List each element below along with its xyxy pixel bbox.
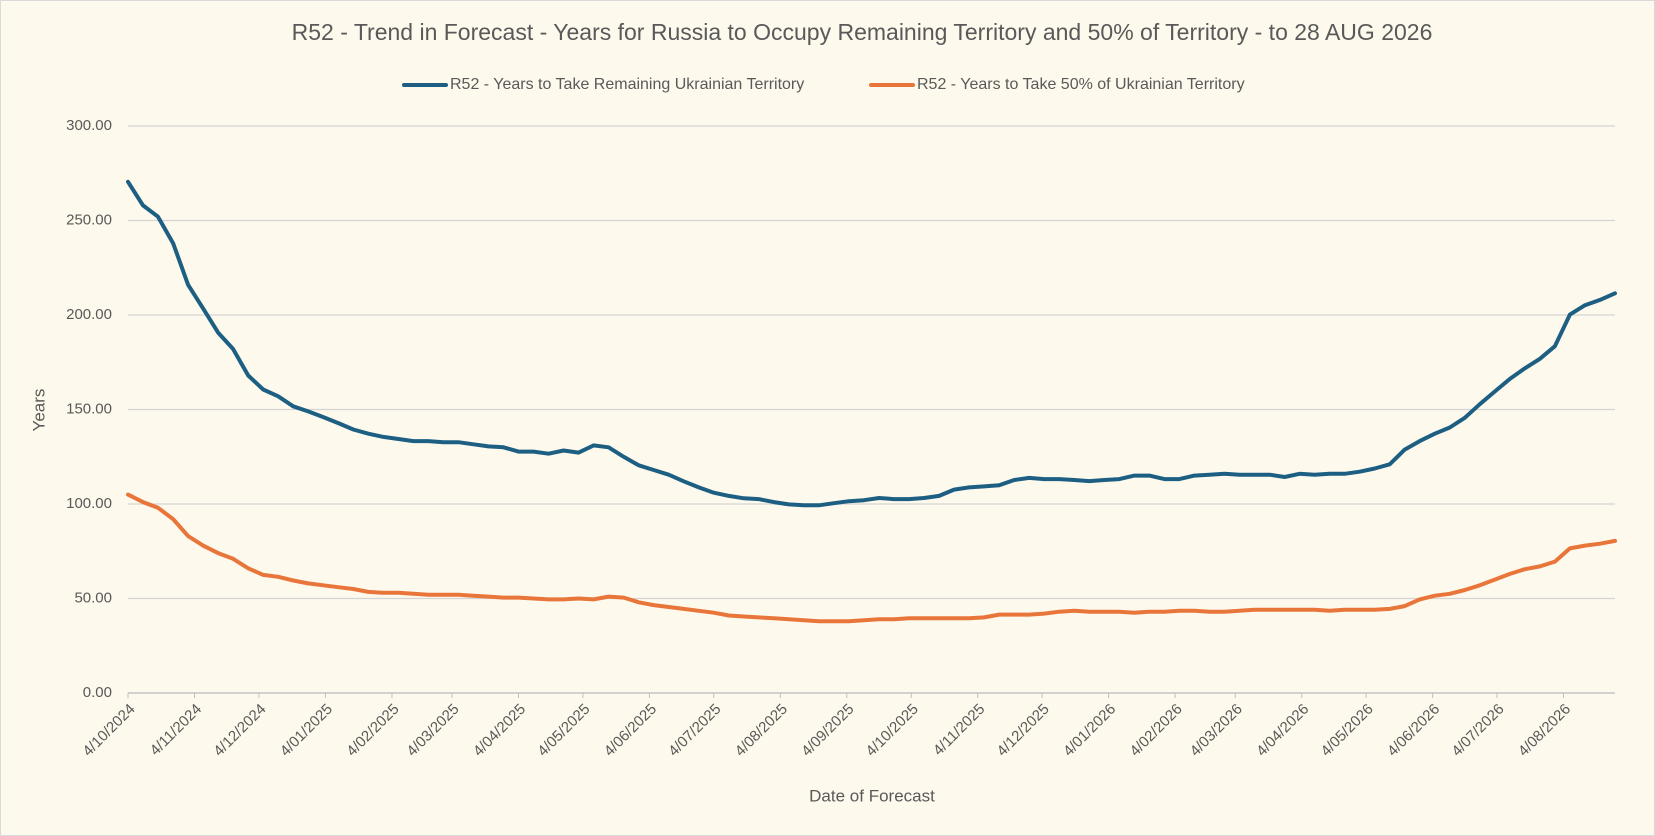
series-line: [126, 492, 1617, 624]
y-tick-label: 200.00: [66, 306, 112, 323]
legend-label: R52 - Years to Take Remaining Ukrainian …: [450, 76, 804, 93]
y-tick-label: 100.00: [66, 495, 112, 512]
y-tick-label: 150.00: [66, 400, 112, 417]
series-line: [126, 179, 1617, 508]
y-axis-title: Years: [29, 389, 48, 432]
chart-title: R52 - Trend in Forecast - Years for Russ…: [292, 19, 1433, 45]
y-tick-label: 300.00: [66, 117, 112, 134]
y-tick-label: 0.00: [83, 684, 112, 701]
y-tick-label: 250.00: [66, 211, 112, 228]
legend-label: R52 - Years to Take 50% of Ukrainian Ter…: [917, 76, 1245, 93]
y-tick-label: 50.00: [74, 589, 112, 606]
x-axis-title: Date of Forecast: [809, 786, 935, 805]
